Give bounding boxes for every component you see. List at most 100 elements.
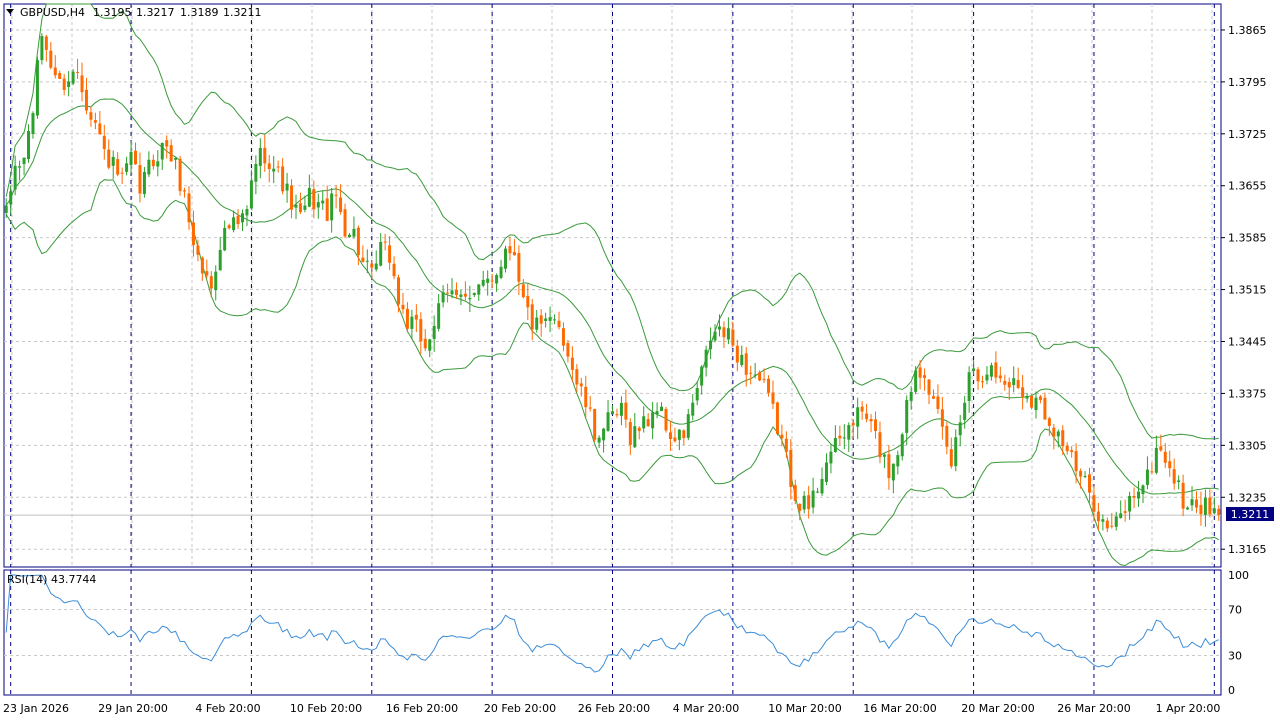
candle-body — [258, 147, 262, 166]
candle — [352, 216, 356, 239]
candle-body — [383, 241, 387, 243]
candle-body — [1123, 511, 1127, 513]
candle — [272, 156, 276, 184]
candle-body — [419, 319, 423, 342]
candle — [227, 223, 231, 230]
candle — [1163, 443, 1167, 468]
candle — [316, 193, 320, 219]
candle-body — [450, 290, 454, 295]
candle-body — [1203, 497, 1207, 515]
candle-body — [223, 227, 227, 251]
candle-body — [762, 379, 766, 381]
candle — [325, 185, 329, 222]
candle-body — [1137, 491, 1141, 499]
candle-body — [116, 159, 120, 175]
candle-body — [1212, 508, 1216, 514]
candle — [196, 239, 200, 262]
candle — [307, 174, 311, 208]
candle — [579, 377, 583, 397]
candle-body — [1047, 418, 1051, 426]
candle-body — [713, 331, 717, 341]
bb-middle-line — [5, 98, 1219, 495]
candle — [611, 405, 614, 415]
candle — [976, 367, 980, 390]
candle-body — [802, 495, 806, 510]
candle-body — [98, 123, 102, 135]
y-tick-label: 1.3795 — [1228, 76, 1267, 89]
candle — [120, 167, 124, 185]
candle-body — [481, 279, 485, 286]
candle — [994, 351, 998, 384]
candle — [619, 396, 623, 426]
candle — [717, 314, 721, 337]
candle — [793, 479, 797, 505]
candle-body — [142, 172, 146, 194]
candle — [1087, 467, 1091, 505]
candle-body — [147, 159, 151, 175]
candle — [1007, 377, 1011, 400]
candle-body — [740, 354, 744, 366]
candle — [553, 314, 557, 325]
candle — [1052, 423, 1056, 450]
candle-body — [682, 430, 686, 439]
candle-body — [62, 78, 66, 90]
triangle-down-icon[interactable] — [6, 9, 14, 14]
candle — [914, 366, 918, 395]
candle — [388, 236, 392, 270]
candle — [521, 278, 525, 299]
candle — [18, 160, 22, 181]
candle — [84, 77, 88, 115]
candle-body — [811, 490, 815, 508]
candle — [931, 389, 935, 400]
candle-body — [490, 280, 494, 282]
candle — [214, 265, 218, 301]
rsi-tick-label: 100 — [1228, 569, 1249, 582]
candle-body — [361, 257, 365, 263]
candle-body — [316, 202, 320, 208]
candle — [276, 160, 280, 173]
candle-body — [619, 402, 623, 416]
candle-body — [410, 316, 414, 329]
candle — [762, 368, 766, 384]
candle — [570, 346, 574, 382]
candle-body — [227, 225, 231, 229]
x-tick-label: 16 Mar 20:00 — [863, 702, 936, 715]
bb-lower-line — [5, 179, 1220, 567]
candle-body — [214, 271, 218, 291]
candle-body — [615, 414, 619, 416]
candle-body — [851, 423, 855, 426]
candle-body — [637, 427, 641, 432]
close-value: 1.3211 — [223, 6, 262, 19]
candle-body — [285, 183, 289, 191]
candle — [780, 424, 784, 447]
candle-body — [267, 163, 271, 170]
candle — [428, 338, 432, 358]
candle — [321, 190, 325, 210]
candle — [312, 180, 316, 219]
candle-body — [205, 271, 209, 276]
candle-body — [1194, 499, 1198, 508]
candle — [405, 302, 409, 333]
candle — [575, 364, 579, 393]
candle — [437, 294, 441, 332]
candle-body — [44, 36, 48, 50]
candle — [624, 389, 628, 428]
candle-body — [1208, 497, 1212, 515]
candle — [651, 401, 655, 440]
candle-body — [183, 190, 187, 192]
candle-body — [958, 422, 962, 436]
x-tick-label: 10 Mar 20:00 — [768, 702, 841, 715]
candle — [419, 312, 423, 355]
candle — [76, 58, 80, 80]
candle — [998, 366, 1002, 383]
candle-body — [998, 375, 1002, 379]
candle — [985, 365, 989, 385]
candle-body — [1056, 431, 1060, 437]
candle — [1034, 391, 1038, 419]
candle — [169, 139, 173, 162]
candle — [116, 152, 120, 177]
candle — [98, 110, 102, 135]
candle — [477, 283, 481, 301]
candle-body — [352, 228, 356, 237]
